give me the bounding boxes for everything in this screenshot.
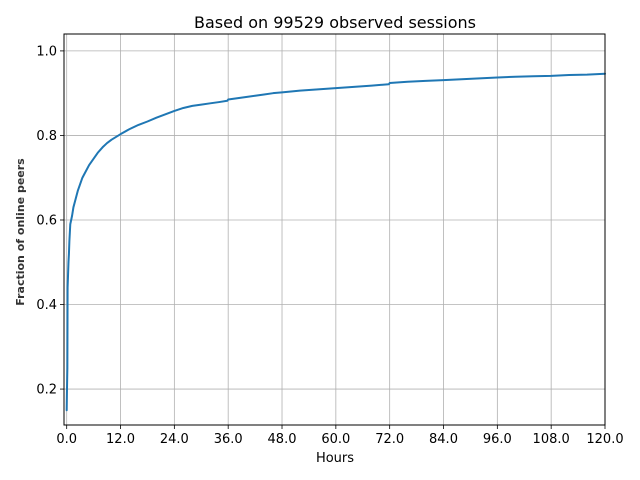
x-tick-label: 108.0 bbox=[533, 432, 570, 447]
y-tick-label: 1.0 bbox=[36, 44, 57, 59]
x-tick-label: 72.0 bbox=[375, 432, 404, 447]
x-tick-label: 0.0 bbox=[56, 432, 77, 447]
x-tick-label: 36.0 bbox=[214, 432, 243, 447]
x-tick-label: 84.0 bbox=[429, 432, 458, 447]
series-layer bbox=[65, 72, 606, 412]
chart-title: Based on 99529 observed sessions bbox=[194, 13, 476, 32]
y-axis-ticks: 0.2 0.4 0.6 0.8 1.0 bbox=[36, 44, 64, 398]
series-line bbox=[65, 72, 606, 412]
y-tick-label: 0.4 bbox=[36, 298, 57, 313]
x-tick-label: 48.0 bbox=[268, 432, 297, 447]
plot-area bbox=[64, 34, 605, 425]
x-tick-label: 96.0 bbox=[483, 432, 512, 447]
y-axis-label: Fraction of online peers bbox=[14, 158, 27, 306]
x-tick-label: 120.0 bbox=[586, 432, 623, 447]
y-tick-label: 0.6 bbox=[36, 213, 57, 228]
x-tick-label: 24.0 bbox=[160, 432, 189, 447]
y-tick-label: 0.8 bbox=[36, 129, 57, 144]
x-tick-label: 60.0 bbox=[321, 432, 350, 447]
x-axis-label: Hours bbox=[316, 451, 354, 466]
x-axis-ticks: 0.0 12.0 24.0 36.0 48.0 60.0 72.0 84.0 96.0 108.0… bbox=[56, 425, 624, 447]
x-tick-label: 12.0 bbox=[106, 432, 135, 447]
y-tick-label: 0.2 bbox=[36, 383, 57, 398]
plot-frame bbox=[63, 33, 606, 426]
